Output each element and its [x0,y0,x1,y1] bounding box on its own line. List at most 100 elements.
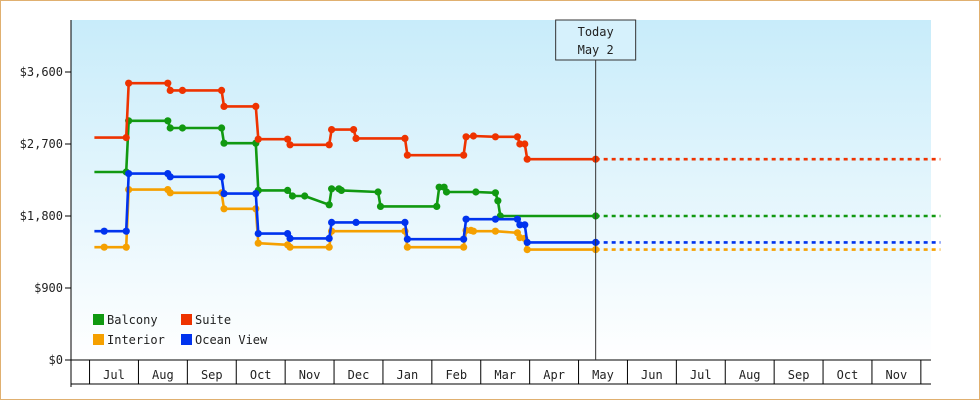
data-point-suite [491,133,500,141]
data-point-suite [523,155,531,163]
data-point-interior [100,243,108,251]
data-point-balcony [301,192,309,200]
data-point-balcony [337,186,345,194]
data-point-ocean-view [401,218,409,226]
data-point-ocean-view [122,227,130,235]
x-tick-label: Jun [641,368,663,382]
x-tick-label: Mar [494,368,516,382]
y-tick-label: $1,800 [20,209,63,223]
x-tick-label: Feb [445,368,467,382]
data-point-ocean-view [460,235,468,243]
data-point-balcony [442,188,451,196]
x-tick-label: Sep [201,368,223,382]
data-point-ocean-view [254,230,262,238]
data-point-balcony [376,202,385,210]
y-tick-label: $3,600 [20,65,63,79]
y-axis: $0 $900 $1,800 $2,700 $3,600 [20,20,72,387]
data-point-suite [352,134,360,142]
data-point-ocean-view [166,173,174,181]
data-point-suite [401,134,409,142]
x-tick-label: Jan [397,368,419,382]
data-point-suite [328,126,336,134]
x-tick-label: Dec [348,368,370,382]
data-point-interior [491,227,500,235]
data-point-balcony [164,117,172,125]
data-point-ocean-view [352,218,360,226]
data-point-ocean-view [513,215,522,223]
x-tick-label: Nov [299,368,321,382]
series-group [94,79,941,254]
data-point-ocean-view [491,215,500,223]
data-point-balcony [220,139,228,147]
today-date: May 2 [578,43,614,57]
legend-swatch-ocean-view [181,334,192,345]
series-line-balcony [94,119,596,218]
data-point-suite [462,133,470,141]
data-point-interior [220,205,228,213]
data-point-suite [254,135,262,143]
data-point-suite [460,151,468,159]
data-point-suite [220,102,228,110]
plot-area [71,20,931,360]
data-point-interior [286,243,294,251]
data-point-suite [122,134,130,142]
data-point-suite [286,141,294,149]
data-point-interior [166,189,174,197]
data-point-suite [125,79,133,87]
data-point-suite [521,140,529,148]
data-point-ocean-view [523,238,531,246]
data-point-ocean-view [325,234,333,242]
data-point-balcony [433,202,441,210]
data-point-ocean-view [521,221,529,229]
data-point-ocean-view [100,227,108,235]
x-tick-label: Aug [739,368,761,382]
data-point-ocean-view [217,173,226,181]
data-point-interior [469,227,478,235]
x-axis: Jul Aug Sep Oct Nov Dec Jan Feb Mar Apr May Jun Jul A… [71,359,931,385]
data-point-balcony [178,124,187,132]
data-point-balcony [472,188,480,196]
data-point-suite [513,133,522,141]
data-point-suite [469,132,478,140]
data-point-balcony [494,197,502,205]
legend-label-suite: Suite [195,313,231,327]
x-tick-label: Oct [837,368,859,382]
data-point-interior [325,243,333,251]
legend-swatch-suite [181,314,192,325]
data-point-balcony [325,201,333,209]
x-tick-label: Nov [886,368,908,382]
data-point-suite [178,86,187,94]
y-tick-label: $900 [34,281,63,295]
data-point-ocean-view [220,190,228,198]
x-tick-label: Apr [543,368,565,382]
data-point-balcony [217,124,226,132]
data-point-balcony [374,188,382,196]
x-tick-label: Oct [250,368,272,382]
data-point-ocean-view [125,170,133,178]
x-tick-label: Jul [690,368,712,382]
legend: Balcony Suite Interior Ocean View [93,313,268,347]
data-point-suite [164,79,172,87]
today-label: Today [578,25,614,39]
legend-label-interior: Interior [107,333,165,347]
x-tick-label: Aug [152,368,174,382]
data-point-balcony [166,124,174,132]
data-point-suite [166,86,174,94]
data-point-ocean-view [403,235,411,243]
data-point-interior [460,243,468,251]
x-tick-label: Sep [788,368,810,382]
y-tick-label: $2,700 [20,137,63,151]
data-point-ocean-view [328,218,336,226]
data-point-interior [254,239,262,247]
legend-label-balcony: Balcony [107,313,158,327]
data-point-ocean-view [286,234,294,242]
legend-label-ocean-view: Ocean View [195,333,268,347]
data-point-interior [122,243,130,251]
data-point-suite [350,126,358,134]
data-point-ocean-view [462,215,470,223]
data-point-suite [403,151,411,159]
today-box [555,19,637,61]
data-point-balcony [288,192,297,200]
data-point-suite [283,135,292,143]
